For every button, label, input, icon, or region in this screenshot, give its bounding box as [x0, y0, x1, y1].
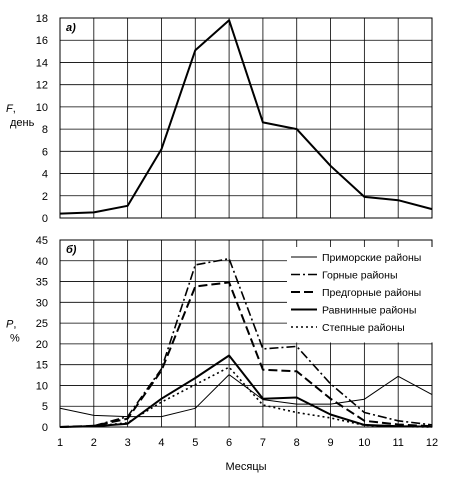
y-tick-label: 25: [36, 318, 48, 330]
x-tick-label: 2: [91, 437, 97, 449]
series-line-Горные-районы: [59, 257, 433, 428]
legend-label: Предгорные районы: [322, 287, 421, 299]
y-axis-title: P,: [6, 319, 16, 331]
x-tick-label: 5: [192, 437, 198, 449]
y-axis-unit-part: ,: [13, 319, 16, 331]
y-tick-label: 30: [36, 297, 48, 309]
x-tick-label: 7: [260, 437, 266, 449]
panel-label: б): [66, 244, 77, 256]
y-axis-symbol: F: [6, 103, 14, 115]
series-line-days: [59, 19, 433, 215]
series-line-Приморские-районы: [59, 374, 433, 418]
plot-frame: [59, 17, 433, 219]
y-tick-label: 16: [36, 35, 48, 47]
y-tick-label: 12: [36, 80, 48, 92]
y-tick-label: 4: [42, 169, 48, 181]
y-tick-label: 35: [36, 277, 48, 289]
x-axis-title: Месяцы: [225, 461, 266, 473]
y-tick-label: 0: [42, 422, 48, 434]
x-tick-label: 3: [125, 437, 131, 449]
y-axis-unit-part: ,: [13, 103, 16, 115]
x-tick-label: 8: [294, 437, 300, 449]
x-tick-label: 12: [426, 437, 438, 449]
legend-label: Степные районы: [322, 322, 405, 334]
series-line-Предгорные-районы: [59, 281, 433, 428]
legend-label: Равнинные районы: [322, 305, 416, 317]
y-tick-label: 18: [36, 13, 48, 25]
series-line-Равнинные-районы: [59, 354, 433, 428]
y-tick-label: 8: [42, 124, 48, 136]
x-tick-label: 9: [327, 437, 333, 449]
x-tick-label: 1: [57, 437, 63, 449]
y-tick-label: 10: [36, 380, 48, 392]
y-tick-label: 20: [36, 339, 48, 351]
y-tick-label: 15: [36, 360, 48, 372]
y-tick-label: 0: [42, 213, 48, 225]
y-axis-unit: день: [10, 117, 35, 129]
x-tick-label: 4: [158, 437, 164, 449]
y-tick-label: 45: [36, 235, 48, 247]
y-tick-label: 5: [42, 401, 48, 413]
x-tick-label: 6: [226, 437, 232, 449]
legend: Приморские районы Горные районы Предгорные…: [287, 247, 433, 343]
x-axis-title-text: Месяцы: [225, 461, 266, 473]
y-axis-unit: %: [10, 333, 20, 345]
panel-label: а): [66, 22, 76, 34]
y-tick-label: 14: [36, 57, 48, 69]
x-tick-label: 11: [392, 437, 403, 449]
y-tick-label: 10: [36, 102, 48, 114]
y-axis-title: F,: [6, 103, 16, 115]
panel-a-days-chart: 0 2 4 6 8 10 12 14 16 18 а) F, день: [6, 13, 433, 225]
x-tick-label: 10: [358, 437, 370, 449]
y-tick-label: 40: [36, 256, 48, 268]
y-axis-symbol: P: [6, 319, 14, 331]
legend-label: Горные районы: [322, 270, 398, 282]
legend-label: Приморские районы: [322, 252, 421, 264]
y-tick-label: 6: [42, 146, 48, 158]
y-tick-label: 2: [42, 191, 48, 203]
